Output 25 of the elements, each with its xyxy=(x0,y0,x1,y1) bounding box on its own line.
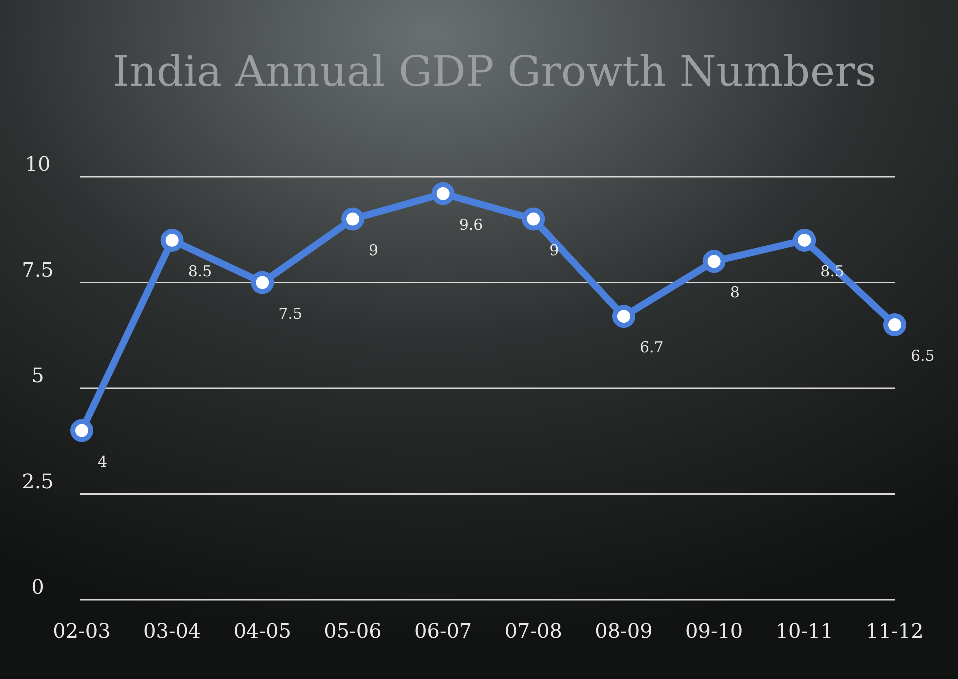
x-tick-label: 07-08 xyxy=(504,619,562,643)
x-tick-label: 09-10 xyxy=(686,619,744,643)
y-tick-label: 5 xyxy=(32,364,44,388)
x-tick-label: 10-11 xyxy=(776,619,834,643)
x-tick-label: 03-04 xyxy=(144,619,202,643)
x-tick-label: 02-03 xyxy=(53,619,111,643)
data-label: 6.5 xyxy=(911,347,935,366)
x-tick-label: 11-12 xyxy=(866,619,924,643)
y-tick-label: 7.5 xyxy=(22,258,54,282)
x-tick-label: 08-09 xyxy=(595,619,653,643)
chart-title: India Annual GDP Growth Numbers xyxy=(113,47,877,96)
y-tick-label: 0 xyxy=(32,575,44,599)
data-label: 4 xyxy=(98,452,108,471)
x-tick-label: 04-05 xyxy=(234,619,292,643)
data-label: 9 xyxy=(369,241,379,260)
x-tick-label: 05-06 xyxy=(324,619,382,643)
x-tick-label: 06-07 xyxy=(414,619,472,643)
y-tick-label: 2.5 xyxy=(22,469,54,494)
data-label: 7.5 xyxy=(278,304,303,323)
y-tick-label: 10 xyxy=(25,152,51,176)
data-label: 9.6 xyxy=(459,216,484,234)
data-label: 6.7 xyxy=(640,338,664,357)
data-label: 9 xyxy=(550,241,560,260)
data-label: 8.5 xyxy=(188,262,212,280)
data-label: 8 xyxy=(730,284,740,302)
